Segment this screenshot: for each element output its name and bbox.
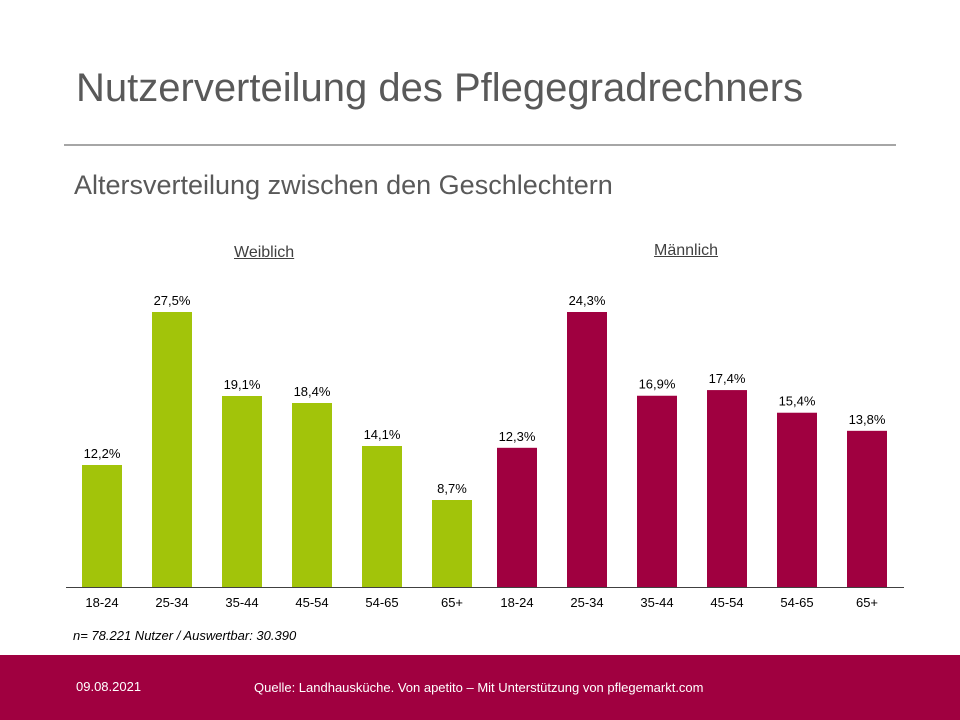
x-tick-label: 18-24 — [85, 595, 118, 610]
footer-date: 09.08.2021 — [76, 679, 142, 694]
data-label: 17,4% — [709, 371, 746, 386]
bar-männlich-18-24 — [497, 447, 537, 587]
data-label: 16,9% — [639, 377, 676, 392]
slide-subtitle: Altersverteilung zwischen den Geschlecht… — [74, 170, 613, 200]
x-tick-label: 45-54 — [710, 595, 743, 610]
data-label: 27,5% — [154, 293, 191, 308]
data-label: 18,4% — [294, 384, 331, 399]
bar-weiblich-45-54 — [292, 403, 332, 587]
bar-weiblich-18-24 — [82, 465, 122, 587]
bar-weiblich-65+ — [432, 500, 472, 587]
x-tick-label: 25-34 — [570, 595, 603, 610]
data-label: 12,2% — [84, 446, 121, 461]
bar-männlich-35-44 — [637, 395, 677, 587]
data-label: 15,4% — [779, 394, 816, 409]
footer-source: Quelle: Landhausküche. Von apetito – Mit… — [254, 680, 704, 695]
data-label: 14,1% — [364, 427, 401, 442]
data-label: 13,8% — [849, 412, 886, 427]
bar-weiblich-54-65 — [362, 446, 402, 587]
x-tick-label: 65+ — [441, 595, 463, 610]
legend-maennlich: Männlich — [654, 242, 719, 259]
bar-chart: 12,2% 18-24 27,5% 25-34 19,1% 35-44 18,4% 45-54… — [66, 293, 904, 610]
x-tick-label: 54-65 — [780, 595, 813, 610]
bar-weiblich-25-34 — [152, 312, 192, 587]
x-tick-label: 35-44 — [640, 595, 673, 610]
legend-weiblich: Weiblich — [234, 244, 295, 261]
data-label: 8,7% — [437, 481, 467, 496]
x-tick-label: 45-54 — [295, 595, 328, 610]
slide-title: Nutzerverteilung des Pflegegradrechners — [76, 66, 804, 110]
data-label: 12,3% — [499, 429, 536, 444]
data-label: 19,1% — [224, 377, 261, 392]
bar-männlich-45-54 — [707, 390, 747, 587]
x-tick-label: 54-65 — [365, 595, 398, 610]
x-tick-label: 65+ — [856, 595, 878, 610]
x-tick-label: 25-34 — [155, 595, 188, 610]
sample-note: n= 78.221 Nutzer / Auswertbar: 30.390 — [73, 628, 297, 643]
bar-männlich-65+ — [847, 430, 887, 587]
x-tick-label: 18-24 — [500, 595, 533, 610]
title-divider — [64, 144, 896, 146]
bar-männlich-54-65 — [777, 412, 817, 587]
data-label: 24,3% — [569, 293, 606, 308]
bar-weiblich-35-44 — [222, 396, 262, 587]
bar-männlich-25-34 — [567, 312, 607, 587]
x-tick-label: 35-44 — [225, 595, 258, 610]
footer-bar: 09.08.2021 Quelle: Landhausküche. Von ap… — [0, 655, 960, 720]
